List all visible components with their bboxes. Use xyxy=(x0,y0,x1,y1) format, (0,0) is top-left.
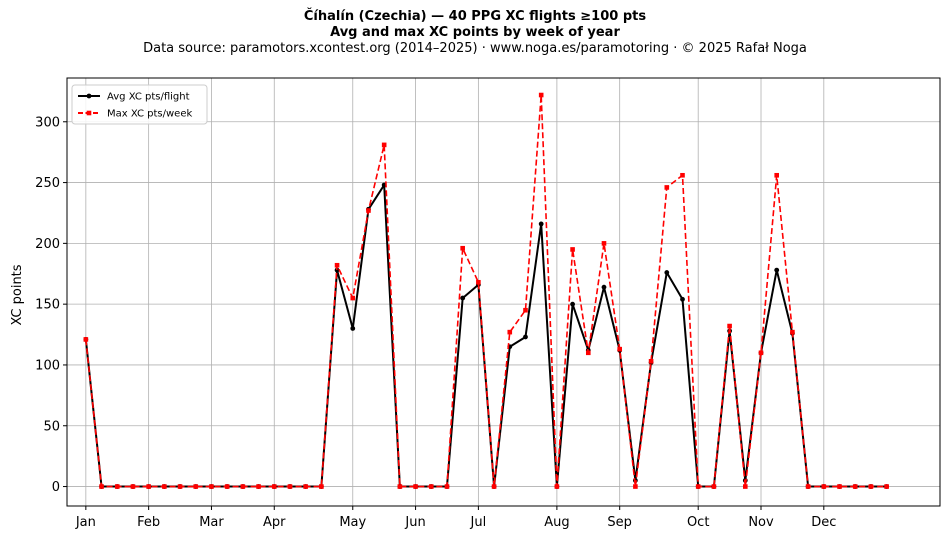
data-point-max xyxy=(758,350,764,356)
series-layer xyxy=(83,92,890,489)
data-point-max xyxy=(648,359,654,364)
data-point-avg xyxy=(538,221,544,227)
data-point-max xyxy=(695,484,701,489)
y-tick-label: 100 xyxy=(35,358,60,373)
legend: Avg XC pts/flight Max XC pts/week xyxy=(71,84,208,125)
series-line-0 xyxy=(84,184,887,488)
data-point-max xyxy=(664,185,670,190)
axis-ticks: 0 50 100 150 200 250 300 Jan Feb Mar Apr May Jun Jul A… xyxy=(35,115,836,530)
data-point-avg xyxy=(774,267,780,273)
y-tick-label: 50 xyxy=(43,419,60,434)
data-point-max xyxy=(209,484,214,489)
y-axis-label: XC points xyxy=(10,264,25,325)
y-tick-label: 200 xyxy=(35,237,60,252)
data-point-max xyxy=(585,350,591,356)
data-point-max xyxy=(366,208,371,213)
title-block: Číhalín (Czechia) — 40 PPG XC flights ≥1… xyxy=(0,9,950,57)
data-point-max xyxy=(240,484,246,489)
data-point-max xyxy=(680,172,685,178)
data-point-max xyxy=(617,346,622,352)
data-point-max xyxy=(852,484,858,489)
data-point-max xyxy=(193,484,199,489)
x-tick-label: Dec xyxy=(811,515,836,530)
legend-label-1: Max XC pts/week xyxy=(107,109,192,120)
data-point-max xyxy=(837,484,842,489)
data-point-max xyxy=(256,484,261,489)
data-point-max xyxy=(334,262,340,268)
x-tick-label: Sep xyxy=(607,515,632,530)
data-point-avg xyxy=(350,326,356,331)
data-point-max xyxy=(413,484,418,489)
y-tick-label: 300 xyxy=(35,115,60,130)
data-point-max xyxy=(554,484,560,489)
data-point-max xyxy=(711,484,717,489)
data-point-avg xyxy=(601,284,607,290)
data-point-max xyxy=(633,484,638,489)
x-tick-label: Feb xyxy=(137,515,160,530)
data-point-max xyxy=(821,484,827,489)
data-point-max xyxy=(774,172,780,178)
data-point-max xyxy=(114,484,120,489)
data-point-avg xyxy=(334,267,340,273)
data-point-max xyxy=(130,484,136,489)
data-point-avg xyxy=(570,301,575,307)
data-point-max xyxy=(491,484,497,489)
x-tick-label: Aug xyxy=(544,515,569,530)
data-point-max xyxy=(884,484,889,489)
series-line-1 xyxy=(85,94,887,488)
legend-marker-1 xyxy=(86,110,92,116)
data-point-max xyxy=(476,279,481,285)
data-point-max xyxy=(538,92,544,98)
data-point-max xyxy=(507,329,513,335)
chart-title-line1: Číhalín (Czechia) — 40 PPG XC flights ≥1… xyxy=(303,9,647,24)
x-tick-label: Jan xyxy=(75,515,96,530)
plot-frame xyxy=(66,77,941,507)
data-point-max xyxy=(177,484,183,489)
data-point-max xyxy=(271,484,277,489)
data-point-max xyxy=(743,484,748,489)
data-point-max xyxy=(444,484,450,489)
legend-label-0: Avg XC pts/flight xyxy=(107,92,190,103)
data-point-max xyxy=(601,241,607,246)
data-point-max xyxy=(397,484,403,489)
x-tick-label: Jun xyxy=(404,515,425,530)
x-tick-label: May xyxy=(339,515,366,530)
data-point-max xyxy=(146,484,151,489)
legend-box xyxy=(71,84,208,125)
data-point-max xyxy=(727,323,732,329)
data-point-max xyxy=(319,484,324,489)
data-point-max xyxy=(790,329,795,335)
x-tick-label: Apr xyxy=(263,515,286,530)
data-point-max xyxy=(570,247,575,252)
y-tick-label: 150 xyxy=(35,298,60,313)
x-tick-label: Jul xyxy=(470,515,487,530)
data-point-avg xyxy=(460,295,466,301)
data-point-max xyxy=(99,484,104,489)
y-tick-label: 0 xyxy=(52,480,60,495)
data-point-avg xyxy=(664,270,670,275)
data-point-avg xyxy=(523,334,528,340)
data-point-max xyxy=(381,142,387,148)
x-tick-label: Mar xyxy=(199,515,224,530)
data-point-max xyxy=(162,484,167,489)
data-point-max xyxy=(428,484,434,489)
x-tick-label: Nov xyxy=(748,515,774,530)
legend-marker-0 xyxy=(86,93,92,99)
chart-title-line2: Avg and max XC points by week of year xyxy=(330,25,620,40)
data-point-max xyxy=(523,307,528,313)
data-point-max xyxy=(287,484,293,489)
data-point-max xyxy=(460,245,465,251)
data-point-avg xyxy=(680,296,685,302)
data-point-max xyxy=(868,484,874,489)
y-tick-label: 250 xyxy=(35,176,60,191)
chart-subtitle: Data source: paramotors.xcontest.org (20… xyxy=(143,41,807,56)
grid xyxy=(67,78,940,506)
data-point-max xyxy=(350,295,356,301)
data-point-max xyxy=(805,484,811,489)
data-point-max xyxy=(303,484,308,489)
data-point-max xyxy=(224,484,230,489)
x-tick-label: Oct xyxy=(687,515,709,530)
data-point-max xyxy=(83,337,89,342)
